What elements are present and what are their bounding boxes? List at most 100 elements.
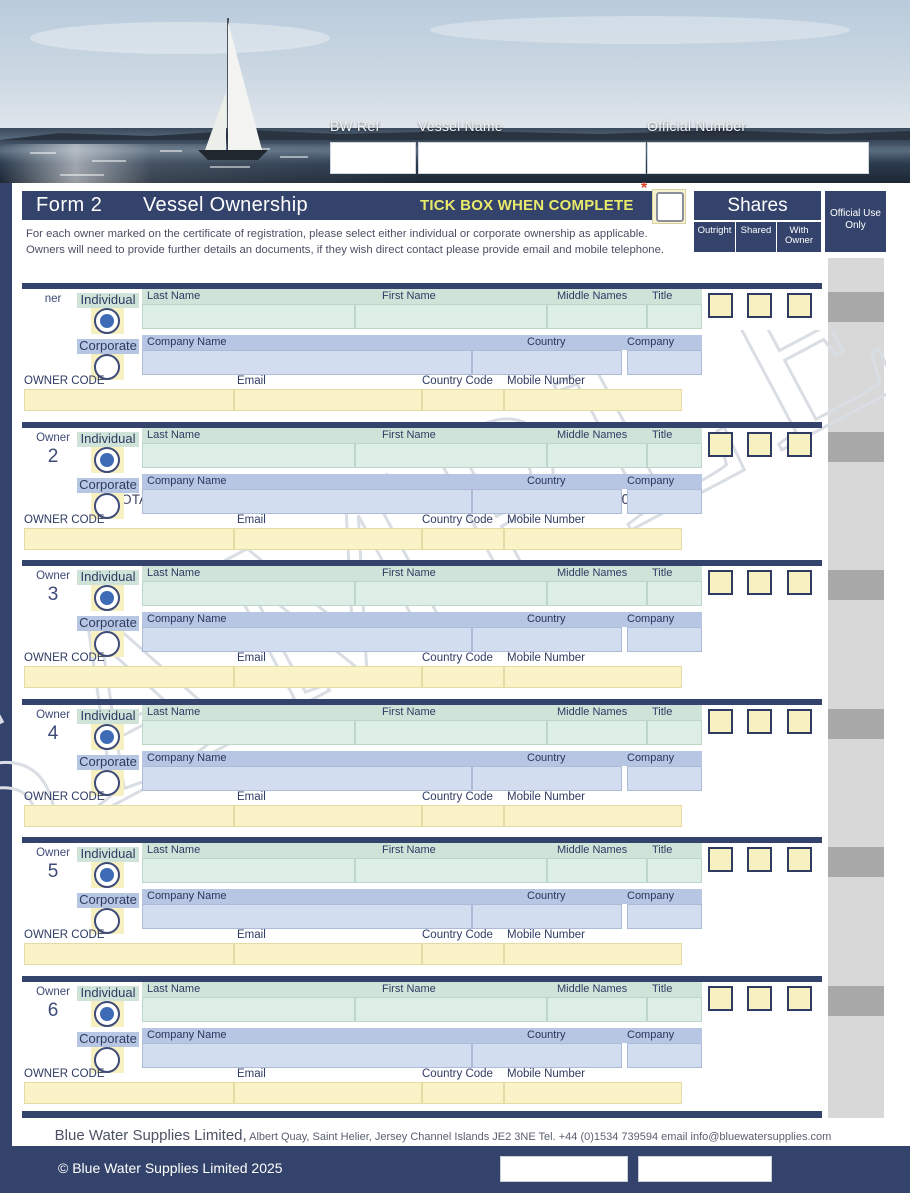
title-input[interactable] [647, 720, 702, 745]
first-name-input[interactable] [355, 304, 547, 329]
company-name-input[interactable] [142, 350, 472, 375]
shares-with-owner-input[interactable] [787, 432, 812, 457]
mobile-number-input[interactable] [504, 1082, 682, 1104]
title-input[interactable] [647, 858, 702, 883]
shares-with-owner-input[interactable] [787, 986, 812, 1011]
owner-code-input[interactable] [24, 389, 234, 411]
individual-radio[interactable] [94, 1001, 120, 1027]
company-name-input[interactable] [142, 766, 472, 791]
country-code-input[interactable] [422, 805, 504, 827]
country-code-input[interactable] [422, 528, 504, 550]
owner-code-input[interactable] [24, 943, 234, 965]
first-name-input[interactable] [355, 720, 547, 745]
mobile-number-input[interactable] [504, 805, 682, 827]
corporate-radio[interactable] [94, 1047, 120, 1073]
shares-shared-input[interactable] [747, 432, 772, 457]
company-number-input[interactable] [627, 627, 702, 652]
vessel-name-input[interactable] [418, 142, 646, 174]
complete-tick-checkbox[interactable] [656, 192, 684, 222]
country-input[interactable] [472, 904, 622, 929]
country-code-input[interactable] [422, 943, 504, 965]
email-input[interactable] [234, 1082, 422, 1104]
country-input[interactable] [472, 489, 622, 514]
mobile-number-input[interactable] [504, 389, 682, 411]
shares-with-owner-input[interactable] [787, 570, 812, 595]
company-number-input[interactable] [627, 350, 702, 375]
first-name-input[interactable] [355, 858, 547, 883]
middle-names-input[interactable] [547, 720, 647, 745]
individual-radio[interactable] [94, 308, 120, 334]
shares-shared-input[interactable] [747, 986, 772, 1011]
individual-radio[interactable] [94, 447, 120, 473]
middle-names-input[interactable] [547, 443, 647, 468]
middle-names-input[interactable] [547, 581, 647, 606]
mobile-number-input[interactable] [504, 528, 682, 550]
email-input[interactable] [234, 666, 422, 688]
shares-with-owner-input[interactable] [787, 709, 812, 734]
country-code-input[interactable] [422, 389, 504, 411]
individual-radio[interactable] [94, 724, 120, 750]
mobile-number-input[interactable] [504, 666, 682, 688]
owner-code-input[interactable] [24, 666, 234, 688]
country-input[interactable] [472, 350, 622, 375]
shares-outright-input[interactable] [708, 847, 733, 872]
last-name-input[interactable] [142, 720, 355, 745]
shares-outright-input[interactable] [708, 293, 733, 318]
country-input[interactable] [472, 766, 622, 791]
email-input[interactable] [234, 528, 422, 550]
corporate-radio[interactable] [94, 493, 120, 519]
last-name-input[interactable] [142, 581, 355, 606]
last-name-input[interactable] [142, 858, 355, 883]
owner-code-input[interactable] [24, 528, 234, 550]
shares-shared-input[interactable] [747, 293, 772, 318]
last-name-input[interactable] [142, 304, 355, 329]
individual-radio[interactable] [94, 585, 120, 611]
official-number-input[interactable] [647, 142, 869, 174]
company-name-input[interactable] [142, 627, 472, 652]
corporate-radio[interactable] [94, 354, 120, 380]
footer-field-left[interactable] [500, 1156, 628, 1182]
first-name-input[interactable] [355, 997, 547, 1022]
country-code-input[interactable] [422, 1082, 504, 1104]
individual-radio[interactable] [94, 862, 120, 888]
company-number-input[interactable] [627, 1043, 702, 1068]
shares-shared-input[interactable] [747, 847, 772, 872]
corporate-radio[interactable] [94, 770, 120, 796]
title-input[interactable] [647, 997, 702, 1022]
bw-ref-input[interactable] [330, 142, 416, 174]
middle-names-input[interactable] [547, 997, 647, 1022]
company-number-input[interactable] [627, 904, 702, 929]
owner-code-input[interactable] [24, 1082, 234, 1104]
footer-field-right[interactable] [638, 1156, 772, 1182]
country-code-input[interactable] [422, 666, 504, 688]
email-input[interactable] [234, 943, 422, 965]
country-input[interactable] [472, 627, 622, 652]
first-name-input[interactable] [355, 443, 547, 468]
shares-shared-input[interactable] [747, 570, 772, 595]
shares-shared-input[interactable] [747, 709, 772, 734]
company-name-input[interactable] [142, 904, 472, 929]
middle-names-input[interactable] [547, 858, 647, 883]
last-name-input[interactable] [142, 443, 355, 468]
corporate-radio[interactable] [94, 908, 120, 934]
title-input[interactable] [647, 304, 702, 329]
country-input[interactable] [472, 1043, 622, 1068]
email-input[interactable] [234, 805, 422, 827]
first-name-input[interactable] [355, 581, 547, 606]
mobile-number-input[interactable] [504, 943, 682, 965]
shares-outright-input[interactable] [708, 986, 733, 1011]
title-input[interactable] [647, 443, 702, 468]
email-input[interactable] [234, 389, 422, 411]
middle-names-input[interactable] [547, 304, 647, 329]
owner-code-input[interactable] [24, 805, 234, 827]
corporate-radio[interactable] [94, 631, 120, 657]
last-name-input[interactable] [142, 997, 355, 1022]
title-input[interactable] [647, 581, 702, 606]
company-name-input[interactable] [142, 489, 472, 514]
shares-with-owner-input[interactable] [787, 847, 812, 872]
company-number-input[interactable] [627, 766, 702, 791]
shares-outright-input[interactable] [708, 432, 733, 457]
shares-outright-input[interactable] [708, 709, 733, 734]
shares-outright-input[interactable] [708, 570, 733, 595]
company-number-input[interactable] [627, 489, 702, 514]
